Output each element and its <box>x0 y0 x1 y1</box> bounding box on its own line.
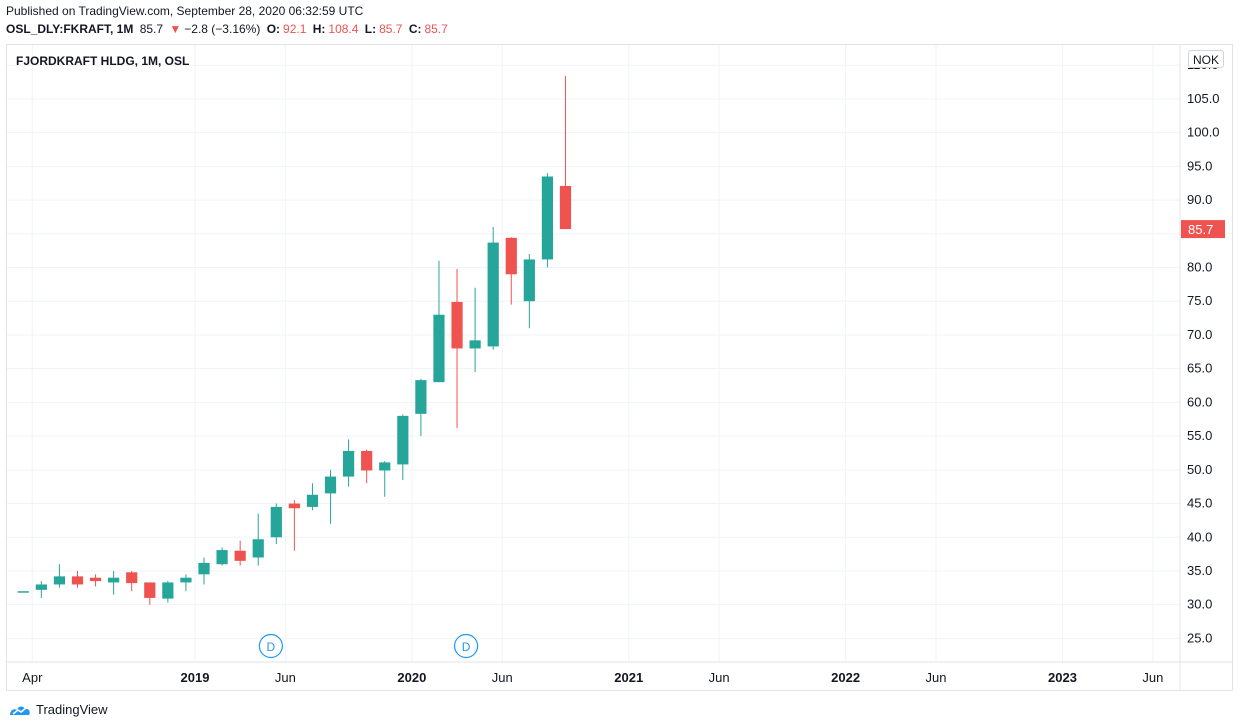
y-tick-label: 80.0 <box>1187 260 1212 275</box>
x-tick-label: Jun <box>1142 670 1163 685</box>
y-tick-label: 25.0 <box>1187 630 1212 645</box>
x-tick-label: 2022 <box>831 670 860 685</box>
chart-legend: FJORDKRAFT HLDG, 1M, OSL <box>16 54 190 68</box>
x-tick-label: 2019 <box>181 670 210 685</box>
y-tick-label: 90.0 <box>1187 192 1212 207</box>
x-tick-label: Jun <box>492 670 513 685</box>
low-value: 85.7 <box>379 22 403 36</box>
footer-brand-label: TradingView <box>36 702 108 717</box>
x-tick-label: Jun <box>709 670 730 685</box>
x-tick-label: Jun <box>275 670 296 685</box>
published-text: Published on TradingView.com, September … <box>6 4 364 18</box>
candle-body <box>180 577 192 583</box>
dividend-marker-label: D <box>267 640 276 654</box>
x-tick-label: Jun <box>926 670 947 685</box>
candle-body <box>35 584 47 590</box>
candle-body <box>144 582 156 598</box>
candle-body <box>162 582 174 599</box>
candle-body <box>415 380 427 414</box>
currency-button[interactable]: NOK <box>1188 50 1224 68</box>
y-tick-label: 70.0 <box>1187 327 1212 342</box>
candle-body <box>53 576 66 585</box>
y-tick-label: 100.0 <box>1187 125 1220 140</box>
x-tick-label: Apr <box>22 670 43 685</box>
candle-body <box>451 301 463 349</box>
y-tick-label: 30.0 <box>1187 597 1212 612</box>
y-tick-label: 40.0 <box>1187 529 1212 544</box>
y-tick-label: 60.0 <box>1187 394 1212 409</box>
candle-body <box>342 450 355 477</box>
high-label: H: <box>312 22 326 36</box>
candle-body <box>71 576 84 585</box>
tradingview-logo-icon <box>8 703 32 717</box>
candle-body <box>252 539 264 558</box>
candle-body <box>379 462 391 471</box>
y-tick-label: 55.0 <box>1187 428 1212 443</box>
candle-body <box>108 577 120 583</box>
symbol-label: OSL_DLY:FKRAFT, 1M <box>6 22 134 36</box>
dividend-marker <box>258 633 283 659</box>
candle-body <box>523 259 535 302</box>
x-tick-label: 2021 <box>614 670 643 685</box>
chart-frame <box>6 44 1233 691</box>
candle-body <box>361 450 373 471</box>
candle-body <box>17 591 29 593</box>
x-tick-label: 2020 <box>397 670 426 685</box>
candle-body <box>397 415 409 465</box>
candle-body <box>126 572 138 584</box>
candle-body <box>559 185 572 230</box>
candle-body <box>433 314 445 383</box>
last-price: 85.7 <box>139 22 164 36</box>
candle-body <box>234 550 246 561</box>
candle-body <box>270 506 282 538</box>
y-tick-label: 65.0 <box>1187 361 1212 376</box>
footer-brand[interactable]: TradingView <box>8 702 108 717</box>
candle-body <box>89 577 102 582</box>
dividend-marker <box>453 633 479 659</box>
high-value: 108.4 <box>328 22 359 36</box>
candle-body <box>469 340 481 349</box>
open-label: O: <box>266 22 281 36</box>
y-tick-label: 35.0 <box>1187 563 1212 578</box>
quote-line: OSL_DLY:FKRAFT, 1M 85.7 ▼ −2.8 (−3.16%) O… <box>6 22 451 36</box>
last-price-box <box>1181 220 1225 239</box>
low-label: L: <box>364 22 377 36</box>
close-value: 85.7 <box>424 22 448 36</box>
change-value: −2.8 (−3.16%) <box>184 22 261 36</box>
candle-body <box>505 237 517 275</box>
candle-body <box>541 176 554 260</box>
y-tick-label: 105.0 <box>1187 91 1220 106</box>
close-label: C: <box>408 22 422 36</box>
candle-body <box>324 476 337 494</box>
change-arrow-icon: ▼ <box>169 22 182 36</box>
y-tick-label: 75.0 <box>1187 293 1212 308</box>
candle-body <box>198 562 210 575</box>
dividend-marker-label: D <box>462 640 471 654</box>
y-tick-label: 45.0 <box>1187 496 1212 511</box>
y-tick-label: 50.0 <box>1187 462 1212 477</box>
x-tick-label: 2023 <box>1048 670 1077 685</box>
candle-body <box>306 494 319 507</box>
candle-body <box>216 550 228 565</box>
candle-body <box>487 242 499 347</box>
y-tick-label: 95.0 <box>1187 158 1212 173</box>
last-price-label: 85.7 <box>1188 222 1213 237</box>
open-value: 92.1 <box>283 22 307 36</box>
candle-body <box>288 503 300 509</box>
